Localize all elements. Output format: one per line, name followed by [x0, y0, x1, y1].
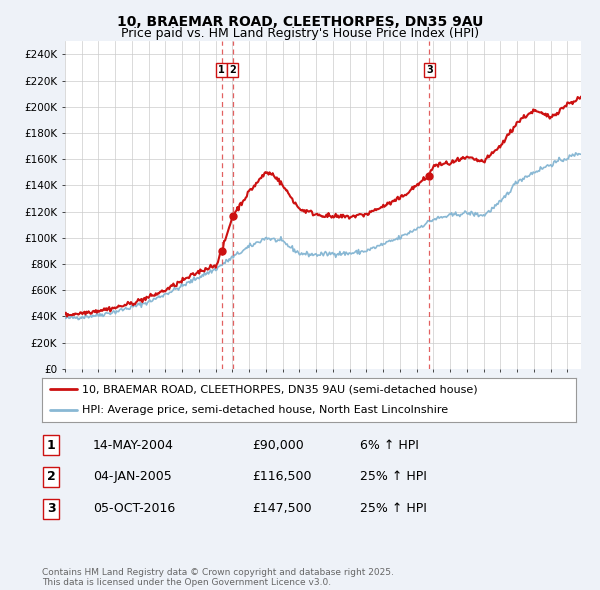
Text: 25% ↑ HPI: 25% ↑ HPI — [360, 502, 427, 515]
Text: 3: 3 — [47, 502, 55, 515]
Text: 10, BRAEMAR ROAD, CLEETHORPES, DN35 9AU: 10, BRAEMAR ROAD, CLEETHORPES, DN35 9AU — [117, 15, 483, 30]
Text: 6% ↑ HPI: 6% ↑ HPI — [360, 439, 419, 452]
Text: 05-OCT-2016: 05-OCT-2016 — [93, 502, 175, 515]
Text: 2: 2 — [47, 470, 55, 483]
Text: £90,000: £90,000 — [252, 439, 304, 452]
Text: HPI: Average price, semi-detached house, North East Lincolnshire: HPI: Average price, semi-detached house,… — [82, 405, 448, 415]
Text: 14-MAY-2004: 14-MAY-2004 — [93, 439, 174, 452]
Text: 3: 3 — [426, 65, 433, 75]
Text: 10, BRAEMAR ROAD, CLEETHORPES, DN35 9AU (semi-detached house): 10, BRAEMAR ROAD, CLEETHORPES, DN35 9AU … — [82, 384, 478, 394]
Text: 1: 1 — [47, 439, 55, 452]
Text: Price paid vs. HM Land Registry's House Price Index (HPI): Price paid vs. HM Land Registry's House … — [121, 27, 479, 40]
Text: Contains HM Land Registry data © Crown copyright and database right 2025.
This d: Contains HM Land Registry data © Crown c… — [42, 568, 394, 587]
Text: 25% ↑ HPI: 25% ↑ HPI — [360, 470, 427, 483]
Text: £116,500: £116,500 — [252, 470, 311, 483]
Text: 1: 1 — [218, 65, 225, 75]
Text: 04-JAN-2005: 04-JAN-2005 — [93, 470, 172, 483]
Text: 2: 2 — [229, 65, 236, 75]
Text: £147,500: £147,500 — [252, 502, 311, 515]
